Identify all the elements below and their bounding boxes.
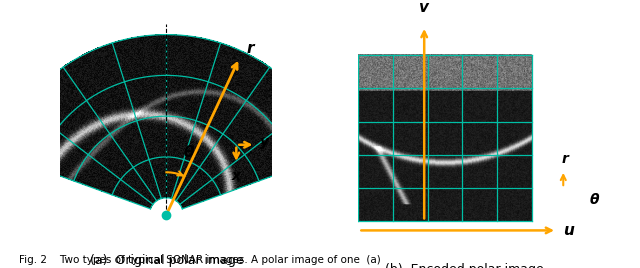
Text: $\boldsymbol{v}$: $\boldsymbol{v}$ (418, 0, 430, 15)
Text: $\boldsymbol{y}$: $\boldsymbol{y}$ (259, 136, 270, 151)
Text: $\boldsymbol{\theta}$: $\boldsymbol{\theta}$ (589, 192, 600, 207)
Text: $\boldsymbol{r}$: $\boldsymbol{r}$ (246, 41, 256, 56)
Text: $\boldsymbol{\theta}$: $\boldsymbol{\theta}$ (183, 144, 195, 159)
Text: (a)  Original polar image: (a) Original polar image (90, 254, 243, 267)
Text: (b)  Encoded polar image: (b) Encoded polar image (385, 263, 543, 268)
Text: $\boldsymbol{u}$: $\boldsymbol{u}$ (563, 223, 575, 238)
Text: Fig. 2    Two types of typical SONAR images. A polar image of one  (a): Fig. 2 Two types of typical SONAR images… (19, 255, 381, 265)
Text: $\boldsymbol{x}$: $\boldsymbol{x}$ (232, 169, 243, 183)
Text: $\boldsymbol{r}$: $\boldsymbol{r}$ (561, 152, 570, 166)
